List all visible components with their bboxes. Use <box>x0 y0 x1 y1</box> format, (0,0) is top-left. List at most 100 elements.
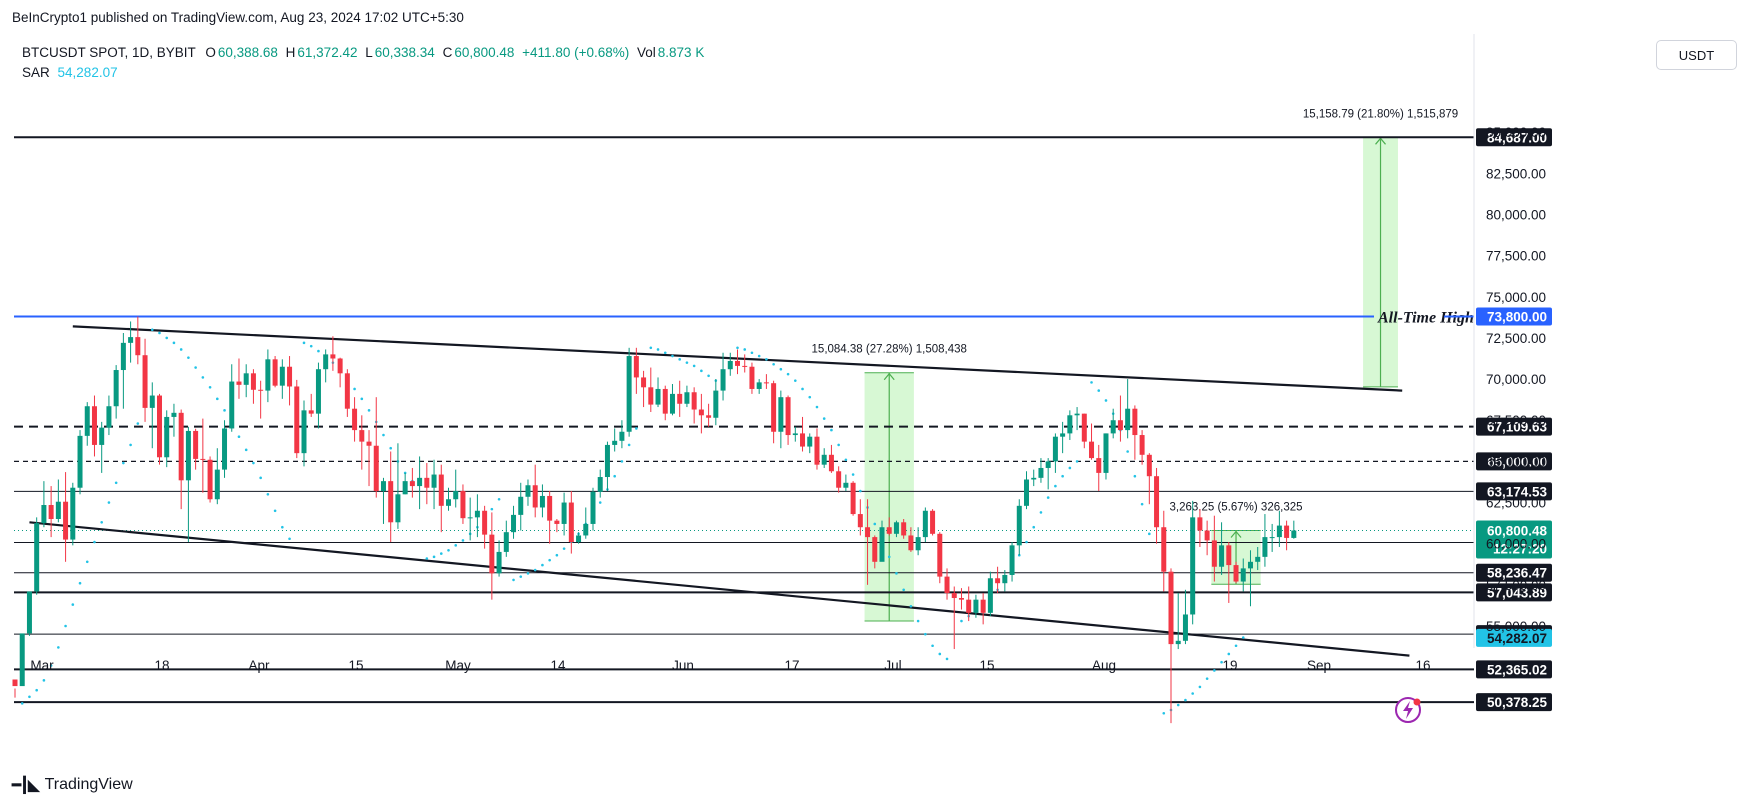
candle <box>706 403 712 427</box>
low-label: L <box>365 45 373 60</box>
candle <box>539 484 545 518</box>
sar-dot <box>562 547 566 550</box>
candle-body <box>352 408 358 431</box>
candle-body <box>214 469 220 500</box>
candle <box>258 380 264 419</box>
candle-body <box>77 435 83 488</box>
candle-body <box>337 358 343 374</box>
candle <box>272 356 278 388</box>
change-value: +411.80 (+0.68%) <box>522 45 630 60</box>
candle <box>727 352 733 376</box>
candle-body <box>1226 545 1232 566</box>
price-tick: 75,000.00 <box>1486 290 1546 305</box>
price-tick: 62,500.00 <box>1486 496 1546 511</box>
candle-body <box>648 387 654 405</box>
sar-dot <box>367 409 371 412</box>
candle <box>388 451 394 543</box>
candle-body <box>930 510 936 534</box>
price-axis[interactable]: 85,000.00 82,500.00 80,000.00 77,500.00 75,0… <box>1486 125 1546 634</box>
candle-body <box>641 377 647 388</box>
sar-dot <box>736 346 739 350</box>
candle-body <box>872 537 878 562</box>
candle <box>648 367 654 412</box>
candle <box>1009 542 1015 582</box>
candle-body <box>395 494 401 523</box>
candle <box>1182 589 1188 645</box>
candle <box>467 497 473 541</box>
sar-dot <box>1025 540 1028 544</box>
measure-label: 15,084.38 (27.28%) 1,508,438 <box>812 344 967 356</box>
sar-dot <box>461 539 465 542</box>
candle-body <box>200 458 206 460</box>
time-tick: Aug <box>1092 658 1116 673</box>
candle-body <box>1110 420 1116 434</box>
sar-label[interactable]: SAR <box>22 65 50 80</box>
candle-body <box>222 428 228 470</box>
candle <box>1219 522 1225 575</box>
candle-body <box>886 527 892 534</box>
symbol-name[interactable]: BTCUSDT SPOT, 1D, BYBIT <box>22 45 196 60</box>
candle <box>149 382 155 449</box>
measure-arrowhead <box>883 372 895 381</box>
candle-body <box>149 395 155 408</box>
alert-icon[interactable] <box>1395 697 1421 723</box>
sar-dot <box>757 354 761 358</box>
candle <box>749 362 755 394</box>
sar-dot <box>548 558 551 562</box>
candle-body <box>1168 571 1174 645</box>
tradingview-logo[interactable]: ━┃◣ TradingView <box>12 776 133 794</box>
candle-body <box>243 373 249 385</box>
candle <box>1081 413 1087 449</box>
currency-button[interactable]: USDT <box>1656 40 1737 70</box>
candle <box>409 467 415 498</box>
candle-body <box>980 599 986 613</box>
candle <box>590 487 596 531</box>
candle <box>886 517 892 536</box>
candle <box>26 591 32 636</box>
candle-body <box>164 416 170 458</box>
candle <box>944 568 950 600</box>
sar-legend: SAR 54,282.07 <box>22 65 118 80</box>
candle-body <box>576 535 582 543</box>
candle <box>735 349 740 375</box>
close-value: 60,800.48 <box>454 45 515 60</box>
sar-dot <box>1054 484 1057 488</box>
time-tick: 17 <box>784 658 799 673</box>
sar-dot <box>909 604 913 608</box>
candle <box>980 593 986 625</box>
candle-body <box>1060 433 1066 437</box>
sar-dot <box>317 349 320 353</box>
sar-dot <box>1126 450 1129 453</box>
candle-body <box>865 527 871 538</box>
sar-dot <box>179 348 183 351</box>
candle-body <box>1074 413 1080 416</box>
candle-body <box>951 593 957 599</box>
candle <box>446 487 451 511</box>
candle-body <box>995 578 1001 584</box>
candle-body <box>185 430 191 481</box>
price-tick: 77,500.00 <box>1486 249 1546 264</box>
time-tick: 19 <box>1222 658 1237 673</box>
candle <box>525 479 531 506</box>
sar-dot <box>620 460 624 463</box>
sar-dot <box>519 575 523 578</box>
candle <box>301 400 307 467</box>
candle <box>1255 546 1261 571</box>
time-axis[interactable]: Mar 18 Apr 15 May 14 Jun 17 Jul 15 Aug 19 Sep 16 <box>30 658 1430 673</box>
measure-label: 15,158.79 (21.80%) 1,515,879 <box>1303 108 1458 120</box>
candle-body <box>583 523 589 536</box>
candle <box>157 393 162 465</box>
candle-body <box>41 505 47 524</box>
candle-body <box>431 474 437 488</box>
sar-dot <box>851 473 855 476</box>
price-label-bg <box>1476 417 1552 436</box>
candle-body <box>207 459 213 500</box>
candle-body <box>525 485 531 497</box>
sar-dot <box>201 376 205 379</box>
candle <box>424 463 430 505</box>
trendline[interactable] <box>29 521 1410 657</box>
price-label-bg <box>1476 307 1552 326</box>
sar-dot <box>895 572 898 575</box>
sar-dot <box>916 619 920 623</box>
